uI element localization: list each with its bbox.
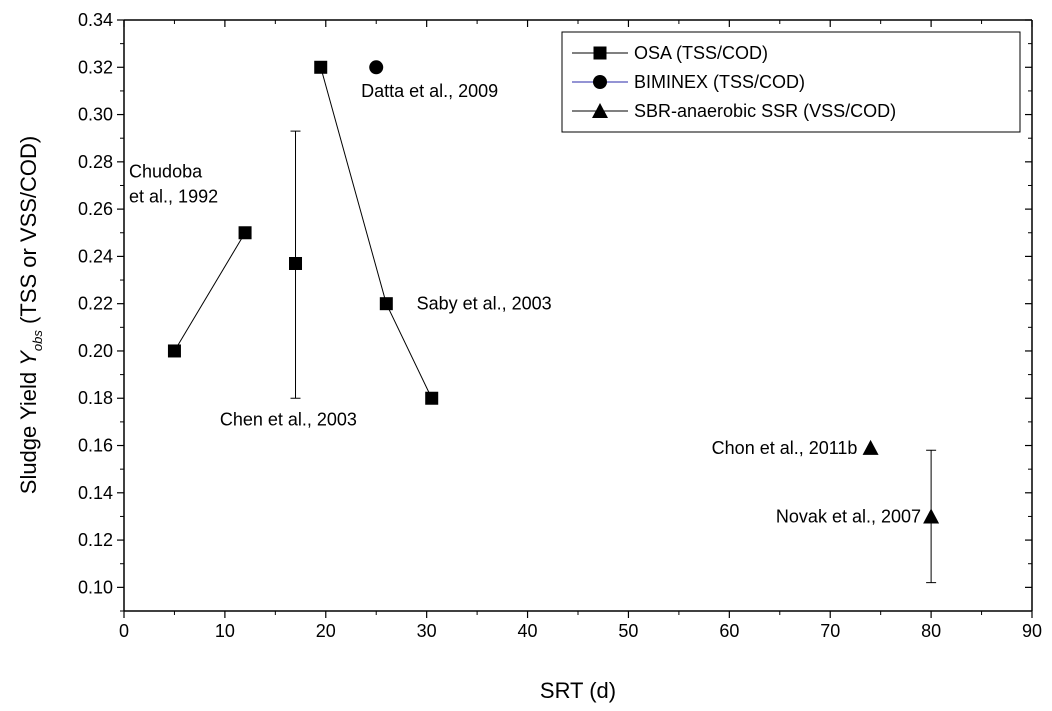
y-tick-label: 0.28 <box>78 152 113 172</box>
y-tick-label: 0.10 <box>78 577 113 597</box>
x-tick-label: 60 <box>719 621 739 641</box>
x-tick-label: 20 <box>316 621 336 641</box>
y-tick-label: 0.30 <box>78 105 113 125</box>
data-point-circle <box>369 60 384 75</box>
data-point-square <box>425 391 439 405</box>
data-point-square <box>314 60 328 74</box>
data-point-square <box>379 297 393 311</box>
annotations: Chudoba et al., 1992 Chen et al., 2003 Datt… <box>129 81 921 527</box>
data-markers <box>167 60 940 524</box>
x-tick-label: 30 <box>417 621 437 641</box>
x-tick-label: 40 <box>518 621 538 641</box>
legend-label: BIMINEX (TSS/COD) <box>634 72 805 92</box>
x-tick-label: 70 <box>820 621 840 641</box>
legend-label: SBR-anaerobic SSR (VSS/COD) <box>634 101 896 121</box>
y-axis-title-prefix: Sludge Yield <box>16 372 41 494</box>
y-tick-label: 0.14 <box>78 483 113 503</box>
y-tick-label: 0.22 <box>78 294 113 314</box>
data-point-triangle <box>923 508 940 524</box>
x-tick-label: 0 <box>119 621 129 641</box>
y-tick-label: 0.20 <box>78 341 113 361</box>
legend: OSA (TSS/COD) BIMINEX (TSS/COD) SBR-anaero… <box>561 31 1021 133</box>
y-tick-label: 0.16 <box>78 436 113 456</box>
x-axis-title: SRT (d) <box>540 678 616 703</box>
y-axis-title-suffix: (TSS or VSS/COD) <box>16 136 41 324</box>
x-tick-label: 50 <box>618 621 638 641</box>
x-tick-label: 80 <box>921 621 941 641</box>
legend-marker-circle <box>593 75 607 89</box>
annotation-novak: Novak et al., 2007 <box>776 506 921 526</box>
y-axis-title-symbol: Y <box>16 350 41 366</box>
x-tick-label: 10 <box>215 621 235 641</box>
annotation-saby: Saby et al., 2003 <box>417 294 552 314</box>
legend-box <box>561 31 1021 133</box>
x-tick-label: 90 <box>1022 621 1042 641</box>
annotation-datta: Datta et al., 2009 <box>361 81 498 101</box>
y-axis-ticks: 0.10 0.12 0.14 0.16 0.18 0.20 0.22 0.24 0.26 0.28… <box>78 10 1032 612</box>
annotation-chon: Chon et al., 2011b <box>712 438 858 458</box>
annotation-chudoba: Chudoba et al., 1992 <box>129 162 218 207</box>
data-point-square <box>167 344 181 358</box>
series-lines <box>174 67 433 399</box>
data-point-square <box>289 256 303 270</box>
x-axis-ticks: 0 10 20 30 40 50 60 70 80 90 <box>119 20 1042 641</box>
annotation-chen: Chen et al., 2003 <box>220 410 357 430</box>
y-tick-label: 0.32 <box>78 57 113 77</box>
data-point-triangle <box>862 439 879 455</box>
data-point-square <box>238 226 252 240</box>
legend-marker-square <box>593 46 607 60</box>
y-tick-label: 0.24 <box>78 246 113 266</box>
y-tick-label: 0.12 <box>78 530 113 550</box>
series-line <box>174 232 246 352</box>
y-axis-title-subscript: obs <box>30 330 45 351</box>
series-line <box>320 67 433 399</box>
legend-label: OSA (TSS/COD) <box>634 43 768 63</box>
y-tick-label: 0.26 <box>78 199 113 219</box>
y-tick-label: 0.18 <box>78 388 113 408</box>
legend-marker-triangle <box>592 103 608 118</box>
y-axis-title: Sludge Yield Yobs (TSS or VSS/COD) <box>16 136 45 494</box>
y-tick-label: 0.34 <box>78 10 113 30</box>
